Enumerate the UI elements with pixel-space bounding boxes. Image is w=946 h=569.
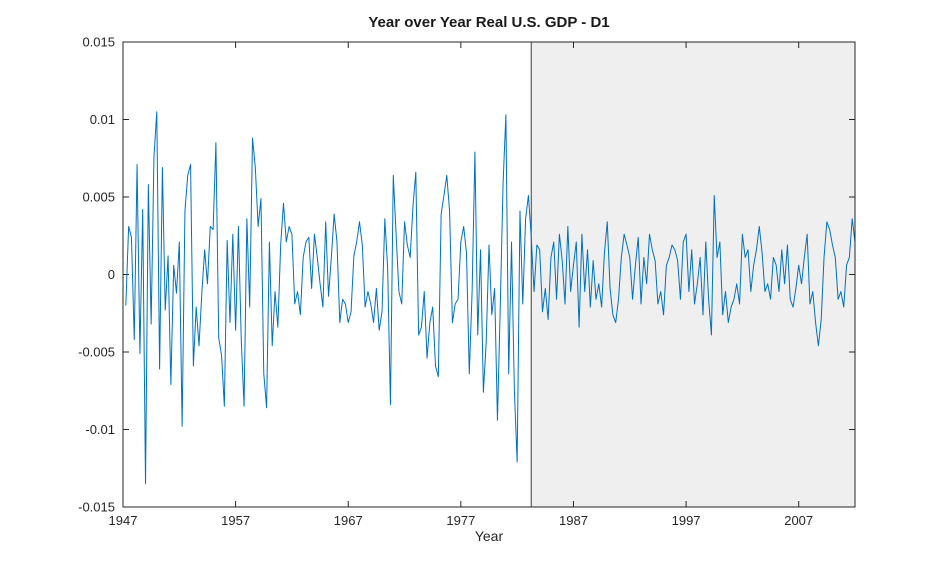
x-tick-label: 1967: [334, 513, 363, 528]
y-tick-label: -0.015: [78, 500, 115, 515]
y-tick-label: -0.01: [85, 422, 115, 437]
y-tick-label: -0.005: [78, 345, 115, 360]
x-tick-label: 1977: [446, 513, 475, 528]
x-tick-label: 1987: [559, 513, 588, 528]
axes-box: [122, 41, 856, 508]
y-tick-label: 0.005: [82, 190, 115, 205]
chart-title: Year over Year Real U.S. GDP - D1: [368, 14, 610, 31]
x-tick-label: 2007: [784, 513, 813, 528]
gdp-series-line: [125, 111, 856, 485]
x-axis-label: Year: [474, 528, 504, 544]
y-tick-label: 0.015: [82, 35, 115, 50]
y-tick-label: 0.01: [90, 112, 115, 127]
x-tick-label: 1957: [221, 513, 250, 528]
x-tick-label: 1947: [109, 513, 138, 528]
x-tick-label: 1997: [672, 513, 701, 528]
y-tick-label: 0: [108, 267, 115, 282]
